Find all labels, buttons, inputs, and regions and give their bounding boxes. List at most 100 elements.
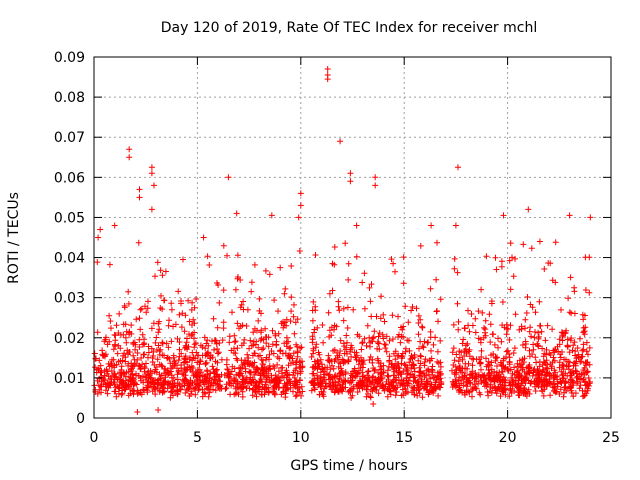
data-point (151, 384, 158, 391)
data-point (106, 261, 113, 268)
data-point (308, 387, 315, 394)
data-point (227, 391, 234, 398)
data-point (502, 382, 509, 389)
data-point (436, 376, 442, 383)
data-point (319, 322, 326, 328)
data-point (196, 361, 203, 368)
data-point (557, 354, 564, 361)
data-point (438, 381, 445, 388)
data-point (257, 337, 264, 344)
data-point (563, 356, 569, 363)
data-point (380, 362, 387, 369)
data-point (416, 345, 422, 352)
data-point (233, 210, 240, 217)
data-point (539, 345, 546, 352)
data-point (485, 367, 492, 373)
data-point (250, 342, 257, 349)
data-point (487, 362, 493, 369)
data-point (416, 364, 423, 371)
data-point (518, 373, 525, 380)
data-point (415, 331, 422, 338)
data-point (226, 379, 232, 386)
data-point (182, 390, 189, 396)
data-point (384, 367, 391, 374)
data-point (358, 358, 365, 365)
data-point (311, 365, 318, 372)
data-point (258, 391, 265, 398)
data-point (535, 329, 542, 336)
data-point (281, 319, 288, 326)
data-point (272, 382, 279, 389)
data-point (350, 306, 357, 313)
data-point (226, 333, 233, 340)
data-point (199, 352, 206, 359)
data-point (143, 360, 149, 367)
data-point (507, 366, 514, 373)
data-point (405, 337, 412, 344)
data-point (562, 329, 569, 336)
data-point (363, 386, 370, 393)
data-point (417, 316, 424, 323)
data-point (189, 322, 195, 328)
data-point (255, 317, 262, 324)
data-point (206, 389, 213, 396)
data-point (127, 373, 134, 379)
data-point (411, 351, 418, 358)
data-point (381, 341, 388, 348)
data-point (540, 377, 547, 384)
data-point (107, 376, 114, 382)
data-point (257, 352, 263, 359)
data-point (110, 372, 116, 379)
data-point (418, 353, 424, 360)
data-point (547, 372, 554, 379)
data-point (259, 346, 265, 353)
data-point (125, 300, 132, 307)
data-point (182, 312, 189, 319)
data-point (516, 357, 523, 364)
data-point (150, 348, 157, 355)
data-point (130, 378, 137, 384)
data-point (419, 343, 426, 350)
data-point (110, 356, 117, 363)
data-point (385, 386, 392, 392)
data-point (277, 264, 284, 271)
data-point (344, 304, 351, 311)
data-point (210, 315, 217, 322)
data-point (533, 359, 540, 366)
data-point (529, 351, 536, 358)
data-point (388, 256, 395, 263)
data-point (449, 349, 456, 356)
data-point (206, 262, 213, 268)
data-point (215, 282, 222, 288)
data-point (231, 339, 238, 345)
data-point (190, 316, 197, 323)
data-point (353, 349, 360, 356)
data-point (425, 339, 432, 346)
data-point (578, 375, 584, 382)
data-point (231, 345, 237, 352)
data-point (354, 389, 361, 395)
data-point (155, 342, 162, 349)
data-point (478, 354, 485, 360)
data-point (583, 348, 590, 355)
data-point (344, 350, 350, 357)
data-point (181, 359, 187, 366)
data-point (189, 357, 196, 364)
data-point (119, 390, 126, 397)
data-point (243, 323, 250, 329)
data-point (347, 178, 354, 185)
data-point (256, 295, 263, 302)
data-point (506, 257, 513, 264)
data-point (522, 344, 529, 351)
data-point (193, 296, 200, 302)
data-point (400, 377, 407, 384)
data-point (374, 345, 381, 352)
data-point (135, 239, 142, 246)
data-point (467, 380, 474, 387)
data-point (451, 265, 458, 272)
data-point (368, 281, 375, 288)
data-point (554, 383, 561, 390)
data-point (294, 316, 301, 323)
data-point (202, 360, 209, 367)
data-point (369, 388, 376, 395)
